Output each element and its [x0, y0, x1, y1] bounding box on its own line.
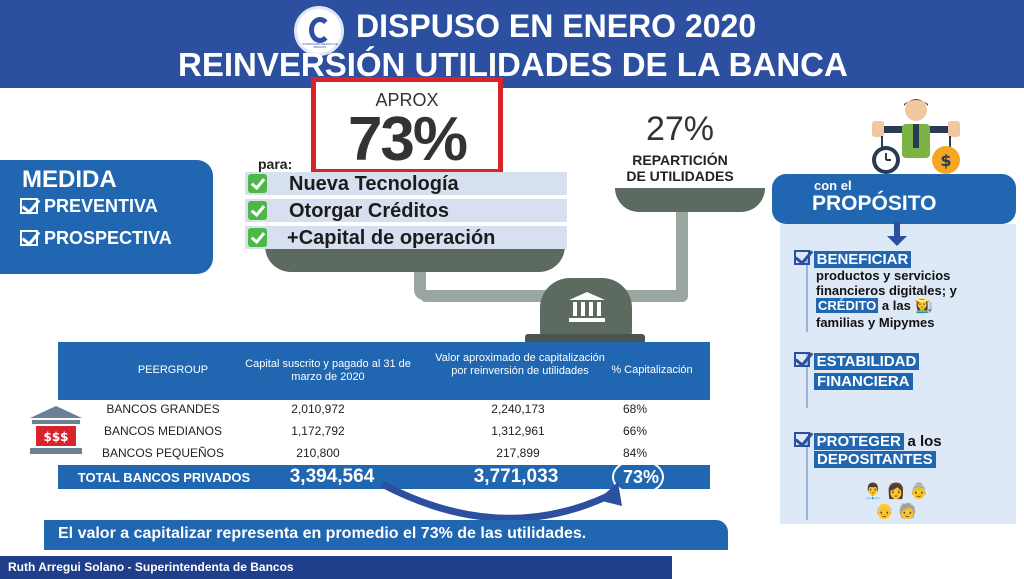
- para-item-creditos: Otorgar Créditos: [245, 199, 567, 222]
- proposito-separator: [806, 260, 808, 332]
- green-check-icon: [248, 201, 267, 220]
- header-valor: Valor aproximado de capitalización por r…: [435, 352, 605, 377]
- proposito-separator: [806, 352, 808, 408]
- credit-bar: Ruth Arregui Solano - Superintendenta de…: [0, 556, 672, 579]
- check-icon: [794, 250, 810, 265]
- aprox-label: APROX: [375, 90, 439, 110]
- green-check-icon: [248, 174, 267, 193]
- check-icon: [20, 198, 38, 214]
- proposito-item-proteger: PROTEGER a los: [794, 432, 1002, 450]
- arrow-down-icon: [887, 236, 907, 246]
- arrow-down-shaft: [894, 222, 900, 238]
- title-line-1: DISPUSO EN ENERO 2020: [356, 8, 757, 44]
- reparticion-label-line2: DE UTILIDADES: [626, 168, 734, 184]
- check-icon: [794, 352, 810, 367]
- reparticion-label-line1: REPARTICIÓN: [632, 152, 728, 168]
- bank-icon: [569, 292, 605, 322]
- plus-sign: +: [287, 227, 299, 249]
- scale-arm-left: [414, 270, 426, 300]
- medida-panel: MEDIDA PREVENTIVA PROSPECTIVA: [0, 160, 213, 274]
- elder-icon: 🧓: [898, 503, 917, 520]
- proposito-item-beneficiar: BENEFICIAR: [794, 250, 1002, 268]
- bank-money-icon: $$$: [30, 406, 82, 454]
- proposito-item1-line1: productos y servicios: [816, 268, 951, 283]
- farmer-icon: 👩‍🌾: [914, 297, 934, 314]
- highlight-circle: [612, 459, 664, 495]
- total-label: TOTAL BANCOS PRIVADOS: [77, 470, 251, 485]
- reparticion-value: 27%: [645, 110, 715, 148]
- header-capital: Capital suscrito y pagado al 31 de marzo…: [245, 358, 411, 383]
- proposito-item-estabilidad: ESTABILIDAD: [794, 352, 1002, 370]
- scale-base-plate: [525, 334, 645, 344]
- medida-title: MEDIDA: [22, 166, 117, 193]
- reinversion-value: 73%: [347, 105, 468, 174]
- businessman-scale-icon: $: [872, 99, 960, 174]
- table-row: BANCOS PEQUEÑOS 210,800 217,899 84%: [101, 446, 648, 460]
- scale-pan-right: [615, 188, 765, 212]
- medida-item-preventiva: PREVENTIVA: [20, 196, 158, 217]
- man-icon: 👨‍💼: [863, 483, 883, 500]
- table-row: BANCOS MEDIANOS 1,172,792 1,312,961 66%: [103, 424, 648, 438]
- proposito-header: con el PROPÓSITO: [772, 174, 1016, 224]
- title-line-2: REINVERSIÓN UTILIDADES DE LA BANCA: [178, 46, 848, 83]
- header-capitalizacion: % Capitalización: [611, 364, 693, 376]
- scale-base: [540, 278, 632, 338]
- proposito-title: PROPÓSITO: [812, 192, 937, 215]
- summary-bar: El valor a capitalizar representa en pro…: [44, 520, 728, 550]
- scale-arm-vertical: [676, 210, 688, 296]
- check-icon: [20, 230, 38, 246]
- para-label: para:: [258, 156, 293, 172]
- table-body: BANCOS GRANDES 2,010,972 2,240,173 68% B…: [58, 400, 710, 466]
- svg-text:$: $: [940, 151, 951, 170]
- green-check-icon: [248, 228, 267, 247]
- reparticion-label: REPARTICIÓN DE UTILIDADES: [600, 152, 760, 184]
- proposito-item3-line2: DEPOSITANTES: [814, 451, 1022, 468]
- para-item-tecnologia: Nueva Tecnología: [245, 172, 567, 195]
- curved-arrow-icon: [380, 480, 622, 522]
- header-banner: SUPERINTENDENCIA DE BANCOS DISPUSO EN EN…: [0, 0, 1024, 88]
- proposito-item1-line2: financieros digitales; y: [816, 283, 957, 298]
- logo-text: SUPERINTENDENCIA DE BANCOS: [302, 42, 338, 49]
- person-icons: 👨‍💼 👩 👵 👴 🧓: [846, 482, 946, 522]
- medida-item-prospectiva: PROSPECTIVA: [20, 228, 172, 249]
- superintendencia-logo: SUPERINTENDENCIA DE BANCOS: [294, 6, 344, 56]
- para-item-capital: +Capital de operación: [245, 226, 567, 249]
- table-row: BANCOS GRANDES 2,010,972 2,240,173 68%: [106, 402, 648, 416]
- reinversion-percentage-box: APROX 73%: [311, 77, 503, 174]
- proposito-subtitle: con el: [814, 178, 852, 193]
- woman-icon: 👩: [886, 483, 906, 500]
- bank-sign-text: $$$: [43, 430, 68, 444]
- credit-text: Ruth Arregui Solano - Superintendenta de…: [8, 560, 294, 574]
- scale-pan-left: [265, 246, 565, 272]
- check-icon: [794, 432, 810, 447]
- proposito-separator: [806, 436, 808, 520]
- total-valor: 3,771,033: [473, 466, 559, 487]
- table-header: PEERGROUP Capital suscrito y pagado al 3…: [58, 342, 710, 400]
- total-capital: 3,394,564: [289, 466, 375, 487]
- summary-text: El valor a capitalizar representa en pro…: [58, 525, 587, 542]
- elder-woman-icon: 👵: [909, 483, 929, 500]
- logo-mark-icon: [309, 17, 331, 43]
- proposito-item1-line4: familias y Mipymes: [816, 315, 935, 330]
- elder-man-icon: 👴: [875, 503, 894, 520]
- proposito-item2-line2: FINANCIERA: [814, 373, 1022, 390]
- proposito-item1-line3: CRÉDITO a las 👩‍🌾: [816, 297, 934, 314]
- header-peergroup: PEERGROUP: [137, 364, 209, 376]
